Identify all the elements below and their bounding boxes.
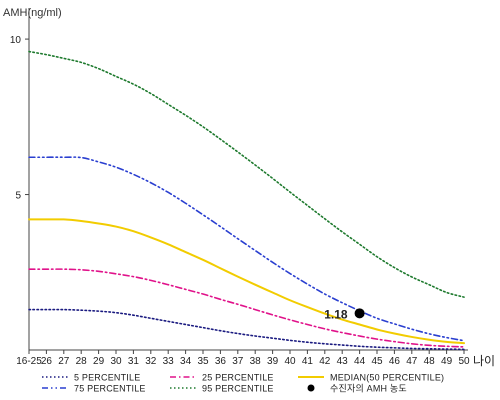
series-line-median-50-percentile — [28, 218, 465, 345]
x-tick-label: 32 — [145, 356, 157, 367]
x-tick-label: 30 — [110, 356, 122, 367]
x-tick-label: 31 — [128, 356, 140, 367]
series-line-95-percentile — [28, 50, 465, 298]
x-tick-label: 44 — [354, 356, 366, 367]
x-tick-label: 34 — [180, 356, 192, 367]
legend-label: 95 PERCENTILE — [202, 384, 274, 394]
x-tick-label: 48 — [424, 356, 436, 367]
legend-label: 75 PERCENTILE — [74, 384, 146, 394]
series-layer — [28, 50, 465, 351]
legend-label: 5 PERCENTILE — [74, 373, 140, 383]
x-tick-label: 38 — [250, 356, 262, 367]
legend-label: MEDIAN(50 PERCENTILE) — [330, 373, 444, 383]
y-axis-label: AMH(ng/ml) — [3, 7, 62, 19]
x-tick-label: 49 — [441, 356, 453, 367]
x-tick-label: 39 — [267, 356, 279, 367]
highlight-layer: 1.18 — [324, 307, 365, 321]
y-tick-label: 5 — [15, 191, 21, 202]
x-axis-label: 나이 — [473, 354, 495, 368]
x-tick-label: 46 — [389, 356, 401, 367]
series-line-5-percentile — [28, 308, 465, 351]
highlight-point-label: 1.18 — [324, 307, 348, 321]
x-tick-label: 35 — [197, 356, 209, 367]
x-tick-label: 42 — [319, 356, 331, 367]
x-tick-label: 45 — [371, 356, 383, 367]
x-tick-label: 50 — [458, 356, 470, 367]
x-tick-label: 29 — [93, 356, 105, 367]
legend-swatch — [307, 384, 315, 392]
x-tick-label: 36 — [215, 356, 227, 367]
series-line-75-percentile — [28, 156, 465, 342]
highlight-point-marker — [354, 308, 365, 319]
x-tick-label: 28 — [76, 356, 88, 367]
x-tick-label: 37 — [232, 356, 244, 367]
x-tick-label: 27 — [58, 356, 70, 367]
chart-axes: 5 10 16-25 26 27 28 29 30 31 32 33 34 35 36 37 38 39 40 41… — [10, 8, 470, 367]
x-tick-label: 33 — [163, 356, 175, 367]
x-tick-label: 26 — [41, 356, 53, 367]
x-tick-label: 47 — [406, 356, 418, 367]
y-tick-label: 10 — [10, 35, 22, 46]
x-tick-label: 41 — [302, 356, 314, 367]
legend-label: 25 PERCENTILE — [202, 373, 274, 383]
series-line-25-percentile — [28, 268, 465, 348]
legend-label: 수진자의 AMH 농도 — [330, 384, 407, 394]
x-tick-label: 43 — [337, 356, 349, 367]
x-tick-label: 16-25 — [16, 356, 42, 367]
x-tick-label: 40 — [284, 356, 296, 367]
